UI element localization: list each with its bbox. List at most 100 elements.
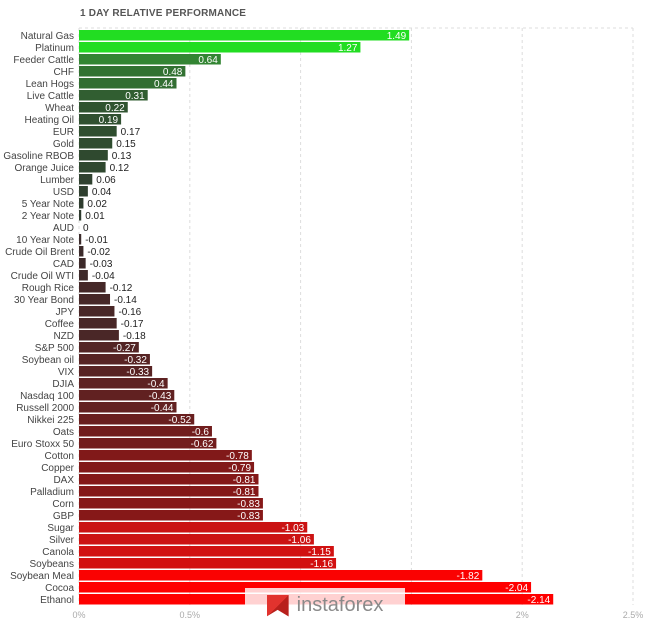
category-label: 2 Year Note: [22, 211, 75, 222]
category-label: Cocoa: [45, 583, 74, 594]
category-label: AUD: [53, 223, 74, 234]
value-label: -0.6: [192, 427, 210, 438]
category-label: Rough Rice: [22, 283, 75, 294]
bars-layer: Natural Gas 1.49 Platinum 1.27 Feeder Cattle…: [3, 30, 554, 606]
category-label: 30 Year Bond: [14, 295, 74, 306]
value-label: -1.06: [288, 535, 311, 546]
bar: [79, 486, 259, 497]
bar: [79, 294, 111, 305]
bar: [79, 174, 93, 185]
bar: [79, 498, 263, 509]
value-label: -0.4: [147, 379, 165, 390]
value-label: -0.27: [113, 343, 136, 354]
x-tick-label: 0.5%: [180, 610, 201, 620]
bar: [79, 474, 259, 485]
category-label: Russell 2000: [16, 403, 74, 414]
x-axis-ticks: 0% 0.5% 2% 2.5%: [72, 610, 643, 620]
value-label: -0.81: [233, 475, 256, 486]
category-label: EUR: [53, 127, 74, 138]
value-label: 0.12: [110, 163, 130, 174]
bar: [79, 330, 119, 341]
bar: [79, 366, 153, 377]
x-tick-label: 0%: [72, 610, 85, 620]
category-label: Nasdaq 100: [20, 391, 74, 402]
category-label: Lean Hogs: [26, 79, 74, 90]
value-label: -0.03: [90, 259, 113, 270]
value-label: -0.83: [237, 499, 260, 510]
value-label: -0.52: [168, 415, 191, 426]
bar: [79, 138, 113, 149]
category-label: Orange Juice: [15, 163, 75, 174]
bar: [79, 426, 212, 437]
bar: [79, 534, 314, 545]
watermark-text: instaforex: [296, 594, 384, 616]
bar: [79, 210, 82, 221]
category-label: 5 Year Note: [22, 199, 75, 210]
bar: [79, 66, 186, 77]
category-label: Live Cattle: [27, 91, 75, 102]
bar: [79, 114, 122, 125]
value-label: -0.32: [124, 355, 147, 366]
category-label: Gasoline RBOB: [3, 151, 74, 162]
value-label: -0.01: [85, 235, 108, 246]
category-label: Heating Oil: [25, 115, 74, 126]
bar: [79, 402, 177, 413]
bar: [79, 30, 410, 41]
category-label: Soybean oil: [22, 355, 74, 366]
value-label: -0.16: [118, 307, 141, 318]
watermark: instaforex: [245, 588, 405, 623]
value-label: -0.12: [110, 283, 133, 294]
bar: [79, 582, 532, 593]
bar: [79, 42, 361, 53]
bar: [79, 414, 195, 425]
category-label: Ethanol: [40, 595, 74, 606]
category-label: JPY: [56, 307, 75, 318]
bar: [79, 570, 483, 581]
value-label: -0.43: [148, 391, 171, 402]
bar: [79, 390, 175, 401]
value-label: -2.14: [527, 595, 550, 606]
bar: [79, 90, 148, 101]
category-label: 10 Year Note: [16, 235, 74, 246]
value-label: -1.15: [308, 547, 331, 558]
category-label: Copper: [41, 463, 74, 474]
value-label: -0.04: [92, 271, 115, 282]
bar: [79, 450, 252, 461]
bar: [79, 270, 88, 281]
category-label: NZD: [53, 331, 74, 342]
category-label: Sugar: [47, 523, 74, 534]
category-label: S&P 500: [35, 343, 75, 354]
value-label: 0.22: [105, 103, 125, 114]
category-label: VIX: [58, 367, 74, 378]
category-label: Silver: [49, 535, 75, 546]
category-label: Nikkei 225: [27, 415, 74, 426]
bar: [79, 102, 128, 113]
value-label: 1.49: [387, 31, 407, 42]
bar: [79, 78, 177, 89]
bar: [79, 318, 117, 329]
value-label: -0.14: [114, 295, 137, 306]
category-label: Canola: [42, 547, 74, 558]
value-label: 0.06: [96, 175, 116, 186]
value-label: 0.01: [85, 211, 105, 222]
value-label: 0.64: [198, 55, 218, 66]
value-label: 0.04: [92, 187, 112, 198]
chart-title: 1 DAY RELATIVE PERFORMANCE: [80, 8, 247, 19]
category-label: Platinum: [35, 43, 74, 54]
value-label: -0.33: [126, 367, 149, 378]
value-label: -0.62: [191, 439, 214, 450]
value-label: -0.02: [87, 247, 110, 258]
value-label: -0.44: [151, 403, 174, 414]
bar: [79, 246, 84, 257]
category-label: Soybean Meal: [10, 571, 74, 582]
category-label: DJIA: [52, 379, 74, 390]
value-label: -0.17: [121, 319, 144, 330]
x-tick-label: 2.5%: [623, 610, 644, 620]
bar: [79, 186, 88, 197]
bar: [79, 522, 308, 533]
value-label: -1.16: [310, 559, 333, 570]
bar: [79, 438, 217, 449]
value-label: 0.02: [87, 199, 107, 210]
category-label: Soybeans: [30, 559, 74, 570]
bar: [79, 546, 334, 557]
